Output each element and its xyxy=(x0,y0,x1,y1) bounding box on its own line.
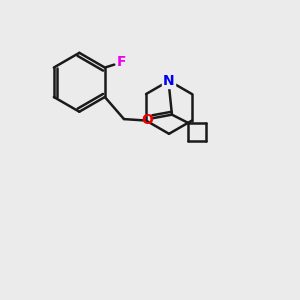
Text: F: F xyxy=(116,55,126,69)
Text: N: N xyxy=(163,74,175,88)
Text: O: O xyxy=(142,113,153,127)
